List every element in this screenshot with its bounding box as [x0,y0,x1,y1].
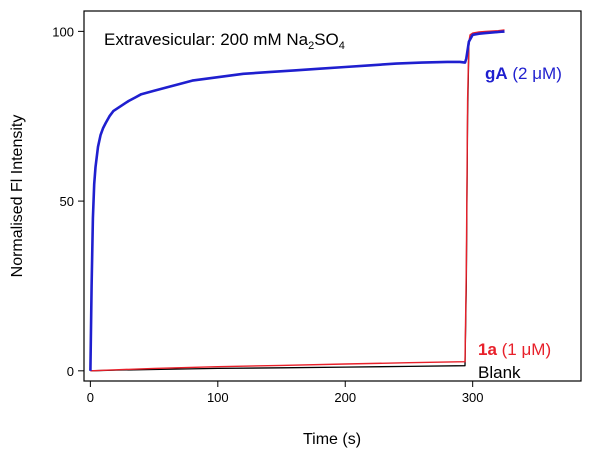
x-axis-title: Time (s) [303,431,361,448]
y-axis-title: Normalised Fl Intensity [9,115,26,278]
x-tick-label-2: 200 [334,390,356,405]
annotation-mid: SO [314,30,339,49]
series-label-blank: Blank [478,363,521,382]
series-label-ga-rest: (2 μM) [508,64,562,83]
annotation-sub2: 4 [339,40,345,52]
series-label-blank-text: Blank [478,363,521,382]
series-label-1a: 1a (1 μM) [478,340,551,359]
x-tick-label-1: 100 [207,390,229,405]
series-label-ga-bold: gA [485,64,508,83]
series-label-1a-rest: (1 μM) [497,340,551,359]
chart-annotation: Extravesicular: 200 mM Na2SO4 [104,30,345,52]
y-tick-label-1: 50 [60,194,74,209]
y-tick-label-2: 100 [52,24,74,39]
series-line-ga [89,30,505,371]
series-line-1a [90,29,505,372]
series-lines [89,29,505,372]
x-tick-label-0: 0 [87,390,94,405]
axis-ticks: 0 100 200 300 0 50 100 [52,24,483,405]
plot-frame [83,10,582,382]
series-label-1a-bold: 1a [478,340,497,359]
series-line-blank [90,31,505,372]
series-label-ga: gA (2 μM) [485,64,562,83]
annotation-prefix: Extravesicular: 200 mM Na [104,30,309,49]
x-tick-label-3: 300 [462,390,484,405]
y-tick-label-0: 0 [67,364,74,379]
annotation-sub1: 2 [308,40,314,52]
